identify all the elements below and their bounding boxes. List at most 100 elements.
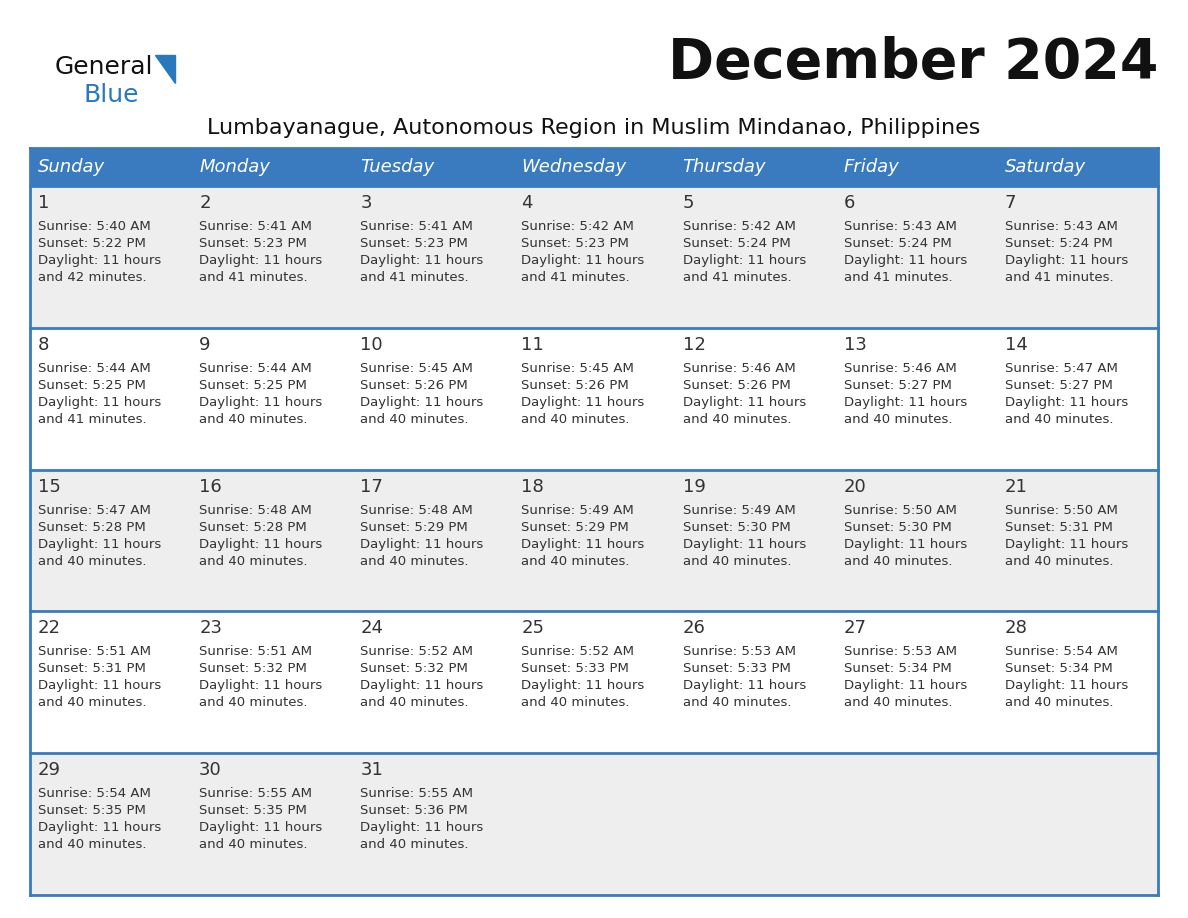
- Text: and 40 minutes.: and 40 minutes.: [360, 413, 469, 426]
- Text: Daylight: 11 hours: Daylight: 11 hours: [360, 538, 484, 551]
- Text: Sunset: 5:24 PM: Sunset: 5:24 PM: [683, 237, 790, 250]
- Text: 27: 27: [843, 620, 867, 637]
- Text: 18: 18: [522, 477, 544, 496]
- Text: Saturday: Saturday: [1005, 158, 1086, 176]
- Text: Sunrise: 5:52 AM: Sunrise: 5:52 AM: [522, 645, 634, 658]
- Text: and 40 minutes.: and 40 minutes.: [200, 413, 308, 426]
- Text: Daylight: 11 hours: Daylight: 11 hours: [200, 538, 322, 551]
- Text: Sunrise: 5:47 AM: Sunrise: 5:47 AM: [1005, 362, 1118, 375]
- Text: Sunrise: 5:45 AM: Sunrise: 5:45 AM: [522, 362, 634, 375]
- Text: Sunrise: 5:55 AM: Sunrise: 5:55 AM: [200, 788, 312, 800]
- Text: and 40 minutes.: and 40 minutes.: [683, 697, 791, 710]
- Text: Sunset: 5:30 PM: Sunset: 5:30 PM: [843, 521, 952, 533]
- Text: Sunrise: 5:42 AM: Sunrise: 5:42 AM: [683, 220, 796, 233]
- Text: Daylight: 11 hours: Daylight: 11 hours: [38, 396, 162, 409]
- Bar: [30, 753, 1158, 895]
- Text: Tuesday: Tuesday: [360, 158, 435, 176]
- Text: Sunrise: 5:55 AM: Sunrise: 5:55 AM: [360, 788, 473, 800]
- Text: Sunrise: 5:43 AM: Sunrise: 5:43 AM: [843, 220, 956, 233]
- Text: Sunrise: 5:43 AM: Sunrise: 5:43 AM: [1005, 220, 1118, 233]
- Text: Sunrise: 5:48 AM: Sunrise: 5:48 AM: [360, 504, 473, 517]
- Text: Sunrise: 5:47 AM: Sunrise: 5:47 AM: [38, 504, 151, 517]
- Text: Sunrise: 5:45 AM: Sunrise: 5:45 AM: [360, 362, 473, 375]
- Text: Friday: Friday: [843, 158, 899, 176]
- Text: 30: 30: [200, 761, 222, 779]
- Text: 25: 25: [522, 620, 544, 637]
- Text: 3: 3: [360, 194, 372, 212]
- Text: Sunset: 5:27 PM: Sunset: 5:27 PM: [843, 379, 952, 392]
- Text: and 40 minutes.: and 40 minutes.: [200, 697, 308, 710]
- Text: Daylight: 11 hours: Daylight: 11 hours: [200, 254, 322, 267]
- Text: Daylight: 11 hours: Daylight: 11 hours: [200, 396, 322, 409]
- Text: Sunset: 5:34 PM: Sunset: 5:34 PM: [843, 663, 952, 676]
- Text: and 40 minutes.: and 40 minutes.: [522, 697, 630, 710]
- Text: Sunset: 5:23 PM: Sunset: 5:23 PM: [360, 237, 468, 250]
- Bar: [191, 148, 353, 186]
- Text: Daylight: 11 hours: Daylight: 11 hours: [360, 679, 484, 692]
- Text: Sunset: 5:31 PM: Sunset: 5:31 PM: [1005, 521, 1113, 533]
- Text: Sunset: 5:29 PM: Sunset: 5:29 PM: [360, 521, 468, 533]
- Text: and 40 minutes.: and 40 minutes.: [360, 554, 469, 567]
- Text: Sunset: 5:27 PM: Sunset: 5:27 PM: [1005, 379, 1113, 392]
- Text: Sunrise: 5:49 AM: Sunrise: 5:49 AM: [683, 504, 795, 517]
- Text: 26: 26: [683, 620, 706, 637]
- Text: and 40 minutes.: and 40 minutes.: [1005, 697, 1113, 710]
- Text: 21: 21: [1005, 477, 1028, 496]
- Text: Blue: Blue: [83, 83, 139, 107]
- Text: Daylight: 11 hours: Daylight: 11 hours: [522, 396, 645, 409]
- Text: Sunrise: 5:42 AM: Sunrise: 5:42 AM: [522, 220, 634, 233]
- Text: 28: 28: [1005, 620, 1028, 637]
- Text: Sunrise: 5:54 AM: Sunrise: 5:54 AM: [38, 788, 151, 800]
- Text: Sunset: 5:25 PM: Sunset: 5:25 PM: [38, 379, 146, 392]
- Text: Sunset: 5:23 PM: Sunset: 5:23 PM: [200, 237, 307, 250]
- Text: and 40 minutes.: and 40 minutes.: [360, 697, 469, 710]
- Text: 16: 16: [200, 477, 222, 496]
- Text: and 40 minutes.: and 40 minutes.: [200, 554, 308, 567]
- Text: Daylight: 11 hours: Daylight: 11 hours: [683, 679, 805, 692]
- Text: Lumbayanague, Autonomous Region in Muslim Mindanao, Philippines: Lumbayanague, Autonomous Region in Musli…: [208, 118, 980, 138]
- Text: Sunrise: 5:40 AM: Sunrise: 5:40 AM: [38, 220, 151, 233]
- Text: Sunrise: 5:44 AM: Sunrise: 5:44 AM: [38, 362, 151, 375]
- Text: Sunrise: 5:44 AM: Sunrise: 5:44 AM: [200, 362, 312, 375]
- Text: 12: 12: [683, 336, 706, 353]
- Text: Daylight: 11 hours: Daylight: 11 hours: [200, 679, 322, 692]
- Text: and 41 minutes.: and 41 minutes.: [200, 271, 308, 284]
- Text: and 40 minutes.: and 40 minutes.: [683, 554, 791, 567]
- Text: 31: 31: [360, 761, 384, 779]
- Bar: [513, 148, 675, 186]
- Text: and 40 minutes.: and 40 minutes.: [1005, 554, 1113, 567]
- Text: Daylight: 11 hours: Daylight: 11 hours: [38, 538, 162, 551]
- Text: Sunrise: 5:51 AM: Sunrise: 5:51 AM: [200, 645, 312, 658]
- Text: Sunset: 5:28 PM: Sunset: 5:28 PM: [200, 521, 307, 533]
- Text: Sunrise: 5:41 AM: Sunrise: 5:41 AM: [200, 220, 312, 233]
- Text: Sunrise: 5:50 AM: Sunrise: 5:50 AM: [843, 504, 956, 517]
- Text: and 41 minutes.: and 41 minutes.: [360, 271, 469, 284]
- Text: Daylight: 11 hours: Daylight: 11 hours: [360, 254, 484, 267]
- Text: and 40 minutes.: and 40 minutes.: [38, 554, 146, 567]
- Text: Daylight: 11 hours: Daylight: 11 hours: [683, 254, 805, 267]
- Text: Daylight: 11 hours: Daylight: 11 hours: [360, 822, 484, 834]
- Text: Sunset: 5:35 PM: Sunset: 5:35 PM: [38, 804, 146, 817]
- Text: 8: 8: [38, 336, 50, 353]
- Text: Sunrise: 5:46 AM: Sunrise: 5:46 AM: [843, 362, 956, 375]
- Text: Daylight: 11 hours: Daylight: 11 hours: [1005, 679, 1129, 692]
- Text: Monday: Monday: [200, 158, 270, 176]
- Text: Daylight: 11 hours: Daylight: 11 hours: [522, 679, 645, 692]
- Text: 10: 10: [360, 336, 383, 353]
- Text: 2: 2: [200, 194, 210, 212]
- Text: Sunrise: 5:54 AM: Sunrise: 5:54 AM: [1005, 645, 1118, 658]
- Text: Daylight: 11 hours: Daylight: 11 hours: [522, 254, 645, 267]
- Text: and 40 minutes.: and 40 minutes.: [843, 554, 953, 567]
- Text: Daylight: 11 hours: Daylight: 11 hours: [1005, 538, 1129, 551]
- Text: Sunset: 5:28 PM: Sunset: 5:28 PM: [38, 521, 146, 533]
- Text: Daylight: 11 hours: Daylight: 11 hours: [360, 396, 484, 409]
- Text: and 40 minutes.: and 40 minutes.: [360, 838, 469, 851]
- Text: 9: 9: [200, 336, 210, 353]
- Text: 5: 5: [683, 194, 694, 212]
- Text: Daylight: 11 hours: Daylight: 11 hours: [683, 396, 805, 409]
- Text: Daylight: 11 hours: Daylight: 11 hours: [200, 822, 322, 834]
- Bar: [30, 611, 1158, 753]
- Text: and 40 minutes.: and 40 minutes.: [200, 838, 308, 851]
- Text: Sunset: 5:33 PM: Sunset: 5:33 PM: [522, 663, 630, 676]
- Text: Sunday: Sunday: [38, 158, 105, 176]
